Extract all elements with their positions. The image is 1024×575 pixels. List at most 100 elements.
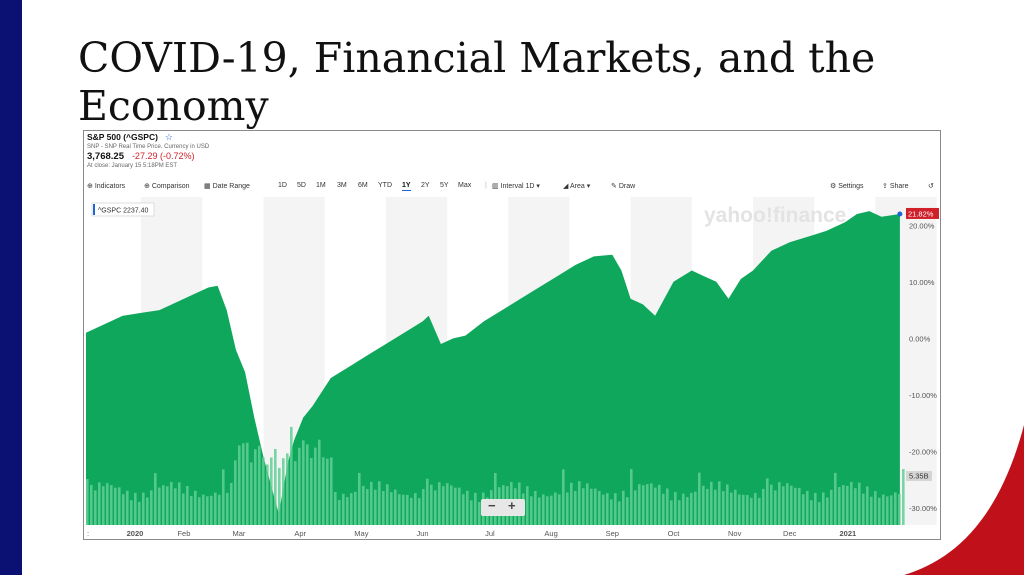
volume-bar bbox=[434, 490, 437, 525]
interval-label: Interval bbox=[500, 183, 524, 190]
pencil-icon: ✎ bbox=[611, 183, 617, 190]
volume-bar bbox=[866, 486, 869, 525]
volume-bar bbox=[474, 492, 477, 525]
volume-bar bbox=[314, 447, 317, 525]
volume-bar bbox=[718, 481, 721, 525]
volume-bar bbox=[714, 489, 717, 525]
volume-bar bbox=[442, 486, 445, 525]
volume-bar bbox=[398, 494, 401, 525]
yahoo-finance-watermark: yahoo!finance bbox=[704, 204, 846, 227]
quote-change: -27.29 (-0.72%) bbox=[131, 151, 195, 161]
volume-bar bbox=[250, 462, 253, 525]
area-chart-button[interactable]: ◢ Area ▾ bbox=[563, 182, 590, 190]
x-axis-left-mark: : bbox=[87, 529, 89, 538]
quote-price: 3,768.25 bbox=[87, 151, 124, 162]
volume-bar bbox=[838, 487, 841, 525]
volume-bar bbox=[550, 495, 553, 525]
volume-bar bbox=[854, 488, 857, 525]
chevron-down-icon: ▾ bbox=[586, 183, 591, 190]
area-label: Area bbox=[569, 183, 585, 190]
volume-bar bbox=[406, 494, 409, 525]
range-2y[interactable]: 2Y bbox=[421, 182, 430, 189]
range-1d[interactable]: 1D bbox=[278, 182, 287, 189]
price-chart-svg: yahoo!finance 20.00% 10.00% 0.00% -10.00% -20… bbox=[86, 197, 939, 538]
settings-button[interactable]: ⚙ Settings bbox=[830, 182, 864, 190]
volume-bar bbox=[894, 492, 897, 525]
zoom-out-button[interactable]: − bbox=[488, 498, 496, 513]
volume-bar bbox=[102, 486, 105, 525]
reset-icon[interactable]: ↺ bbox=[928, 183, 934, 190]
volume-bar bbox=[666, 488, 669, 525]
volume-bar bbox=[598, 491, 601, 525]
volume-bar bbox=[762, 488, 765, 525]
volume-bar bbox=[130, 500, 133, 525]
volume-bar bbox=[834, 472, 837, 525]
interval-button[interactable]: ▥ Interval 1D ▾ bbox=[492, 182, 540, 190]
volume-bar bbox=[202, 494, 205, 525]
volume-bar bbox=[142, 492, 145, 525]
comparison-button[interactable]: ⊕ Comparison bbox=[144, 182, 190, 190]
volume-bar bbox=[462, 494, 465, 525]
date-range-button[interactable]: ▦ Date Range bbox=[204, 182, 250, 190]
volume-bar bbox=[354, 491, 357, 525]
volume-bar bbox=[118, 487, 121, 525]
range-5d[interactable]: 5D bbox=[297, 182, 306, 189]
chevron-down-icon: ▾ bbox=[536, 183, 540, 190]
range-5y[interactable]: 5Y bbox=[440, 182, 449, 189]
volume-bar bbox=[302, 440, 305, 525]
indicators-button[interactable]: ⊕ Indicators bbox=[87, 182, 125, 190]
volume-bar bbox=[698, 472, 701, 525]
range-ytd[interactable]: YTD bbox=[378, 182, 392, 189]
volume-bar bbox=[282, 458, 285, 525]
volume-bar bbox=[358, 472, 361, 525]
volume-bar bbox=[610, 499, 613, 525]
x-tick-label: 2021 bbox=[840, 529, 857, 538]
volume-bar bbox=[162, 485, 165, 525]
range-6m[interactable]: 6M bbox=[358, 182, 368, 189]
range-max[interactable]: Max bbox=[458, 182, 472, 189]
draw-button[interactable]: ✎ Draw bbox=[611, 182, 635, 190]
share-button[interactable]: ⇪ Share bbox=[882, 182, 909, 190]
volume-bar bbox=[758, 497, 761, 525]
range-3m[interactable]: 3M bbox=[337, 182, 347, 189]
draw-label: Draw bbox=[618, 183, 636, 190]
volume-bar bbox=[650, 483, 653, 525]
volume-bar bbox=[842, 485, 845, 525]
volume-bar bbox=[478, 502, 481, 525]
volume-bar bbox=[242, 443, 245, 525]
volume-bar bbox=[154, 473, 157, 525]
volume-bar bbox=[646, 484, 649, 525]
x-tick-label: Jun bbox=[417, 529, 429, 538]
volume-bar bbox=[274, 449, 277, 525]
quote-close-time: At close: January 15 5:18PM EST bbox=[87, 163, 178, 169]
volume-bar bbox=[418, 498, 421, 525]
volume-bar bbox=[662, 493, 665, 525]
volume-bar bbox=[606, 493, 609, 525]
volume-bar bbox=[190, 496, 193, 525]
volume-bar bbox=[222, 469, 225, 525]
volume-bar bbox=[198, 497, 201, 525]
volume-bar bbox=[614, 493, 617, 525]
volume-bar bbox=[702, 485, 705, 525]
volume-bar bbox=[362, 485, 365, 525]
volume-bars bbox=[86, 426, 905, 525]
volume-bar bbox=[366, 489, 369, 525]
volume-bar bbox=[258, 445, 261, 525]
volume-bar bbox=[846, 485, 849, 525]
volume-bar bbox=[586, 483, 589, 525]
range-1m[interactable]: 1M bbox=[316, 182, 326, 189]
range-1y[interactable]: 1Y bbox=[402, 182, 411, 191]
zoom-in-button[interactable]: + bbox=[508, 498, 516, 513]
star-icon[interactable]: ☆ bbox=[164, 132, 173, 142]
volume-bar bbox=[338, 500, 341, 525]
calendar-icon: ▦ bbox=[204, 183, 211, 190]
volume-bar bbox=[682, 493, 685, 525]
volume-bar bbox=[742, 494, 745, 525]
volume-bar bbox=[270, 457, 273, 525]
volume-bar bbox=[542, 494, 545, 525]
volume-bar bbox=[238, 445, 241, 525]
gear-icon: ⚙ bbox=[830, 183, 837, 190]
volume-bar bbox=[330, 457, 333, 525]
volume-bar bbox=[310, 458, 313, 525]
price-chart[interactable]: yahoo!finance 20.00% 10.00% 0.00% -10.00% -20… bbox=[84, 195, 940, 539]
